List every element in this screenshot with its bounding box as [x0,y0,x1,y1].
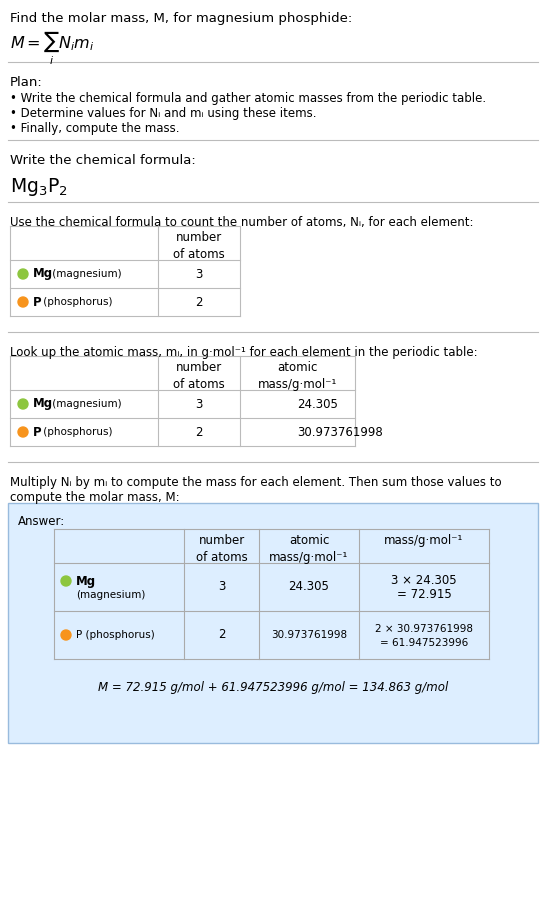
Text: • Determine values for Nᵢ and mᵢ using these items.: • Determine values for Nᵢ and mᵢ using t… [10,107,317,120]
Circle shape [18,427,28,437]
Circle shape [18,269,28,279]
Text: • Write the chemical formula and gather atomic masses from the periodic table.: • Write the chemical formula and gather … [10,92,486,105]
Text: Answer:: Answer: [18,515,66,528]
Text: 2: 2 [218,629,225,642]
Text: 3 × 24.305: 3 × 24.305 [391,575,457,588]
Text: = 72.915: = 72.915 [396,589,452,601]
Text: Mg: Mg [33,268,53,281]
Text: 2: 2 [195,426,203,439]
Text: Find the molar mass, M, for magnesium phosphide:: Find the molar mass, M, for magnesium ph… [10,12,352,25]
Text: 30.973761998: 30.973761998 [298,426,383,439]
Text: 3: 3 [195,268,203,281]
Text: Mg: Mg [76,575,96,588]
Text: mass/g·mol⁻¹: mass/g·mol⁻¹ [384,534,464,547]
Text: P (phosphorus): P (phosphorus) [76,630,155,640]
Text: P: P [33,426,41,439]
Text: Write the chemical formula:: Write the chemical formula: [10,154,196,167]
Circle shape [18,297,28,307]
Text: $M = \sum_i N_i m_i$: $M = \sum_i N_i m_i$ [10,30,94,68]
Text: atomic
mass/g·mol⁻¹: atomic mass/g·mol⁻¹ [269,534,349,564]
Text: $\mathregular{Mg_3P_2}$: $\mathregular{Mg_3P_2}$ [10,176,68,198]
Text: 24.305: 24.305 [289,580,329,593]
Text: number
of atoms: number of atoms [173,231,225,261]
Circle shape [61,630,71,640]
FancyBboxPatch shape [8,503,538,743]
Text: 2: 2 [195,295,203,309]
Text: 3: 3 [218,580,225,593]
Text: 24.305: 24.305 [298,398,339,410]
Text: (phosphorus): (phosphorus) [40,427,112,437]
Text: • Finally, compute the mass.: • Finally, compute the mass. [10,122,180,135]
Text: compute the molar mass, M:: compute the molar mass, M: [10,491,180,504]
Text: 2 × 30.973761998: 2 × 30.973761998 [375,624,473,634]
Text: P: P [33,295,41,309]
Text: Plan:: Plan: [10,76,43,89]
Text: (magnesium): (magnesium) [76,590,145,600]
Circle shape [18,399,28,409]
Text: Use the chemical formula to count the number of atoms, Nᵢ, for each element:: Use the chemical formula to count the nu… [10,216,473,229]
Text: (magnesium): (magnesium) [49,269,122,279]
Text: 3: 3 [195,398,203,410]
Text: number
of atoms: number of atoms [173,361,225,391]
Text: M = 72.915 g/mol + 61.947523996 g/mol = 134.863 g/mol: M = 72.915 g/mol + 61.947523996 g/mol = … [98,681,448,694]
Text: 30.973761998: 30.973761998 [271,630,347,640]
Text: number
of atoms: number of atoms [195,534,247,564]
Text: Multiply Nᵢ by mᵢ to compute the mass for each element. Then sum those values to: Multiply Nᵢ by mᵢ to compute the mass fo… [10,476,502,489]
Text: (magnesium): (magnesium) [49,399,122,409]
Text: atomic
mass/g·mol⁻¹: atomic mass/g·mol⁻¹ [258,361,337,391]
Text: Look up the atomic mass, mᵢ, in g·mol⁻¹ for each element in the periodic table:: Look up the atomic mass, mᵢ, in g·mol⁻¹ … [10,346,478,359]
Text: Mg: Mg [33,398,53,410]
Text: = 61.947523996: = 61.947523996 [380,638,468,648]
Text: (phosphorus): (phosphorus) [40,297,112,307]
Circle shape [61,576,71,586]
